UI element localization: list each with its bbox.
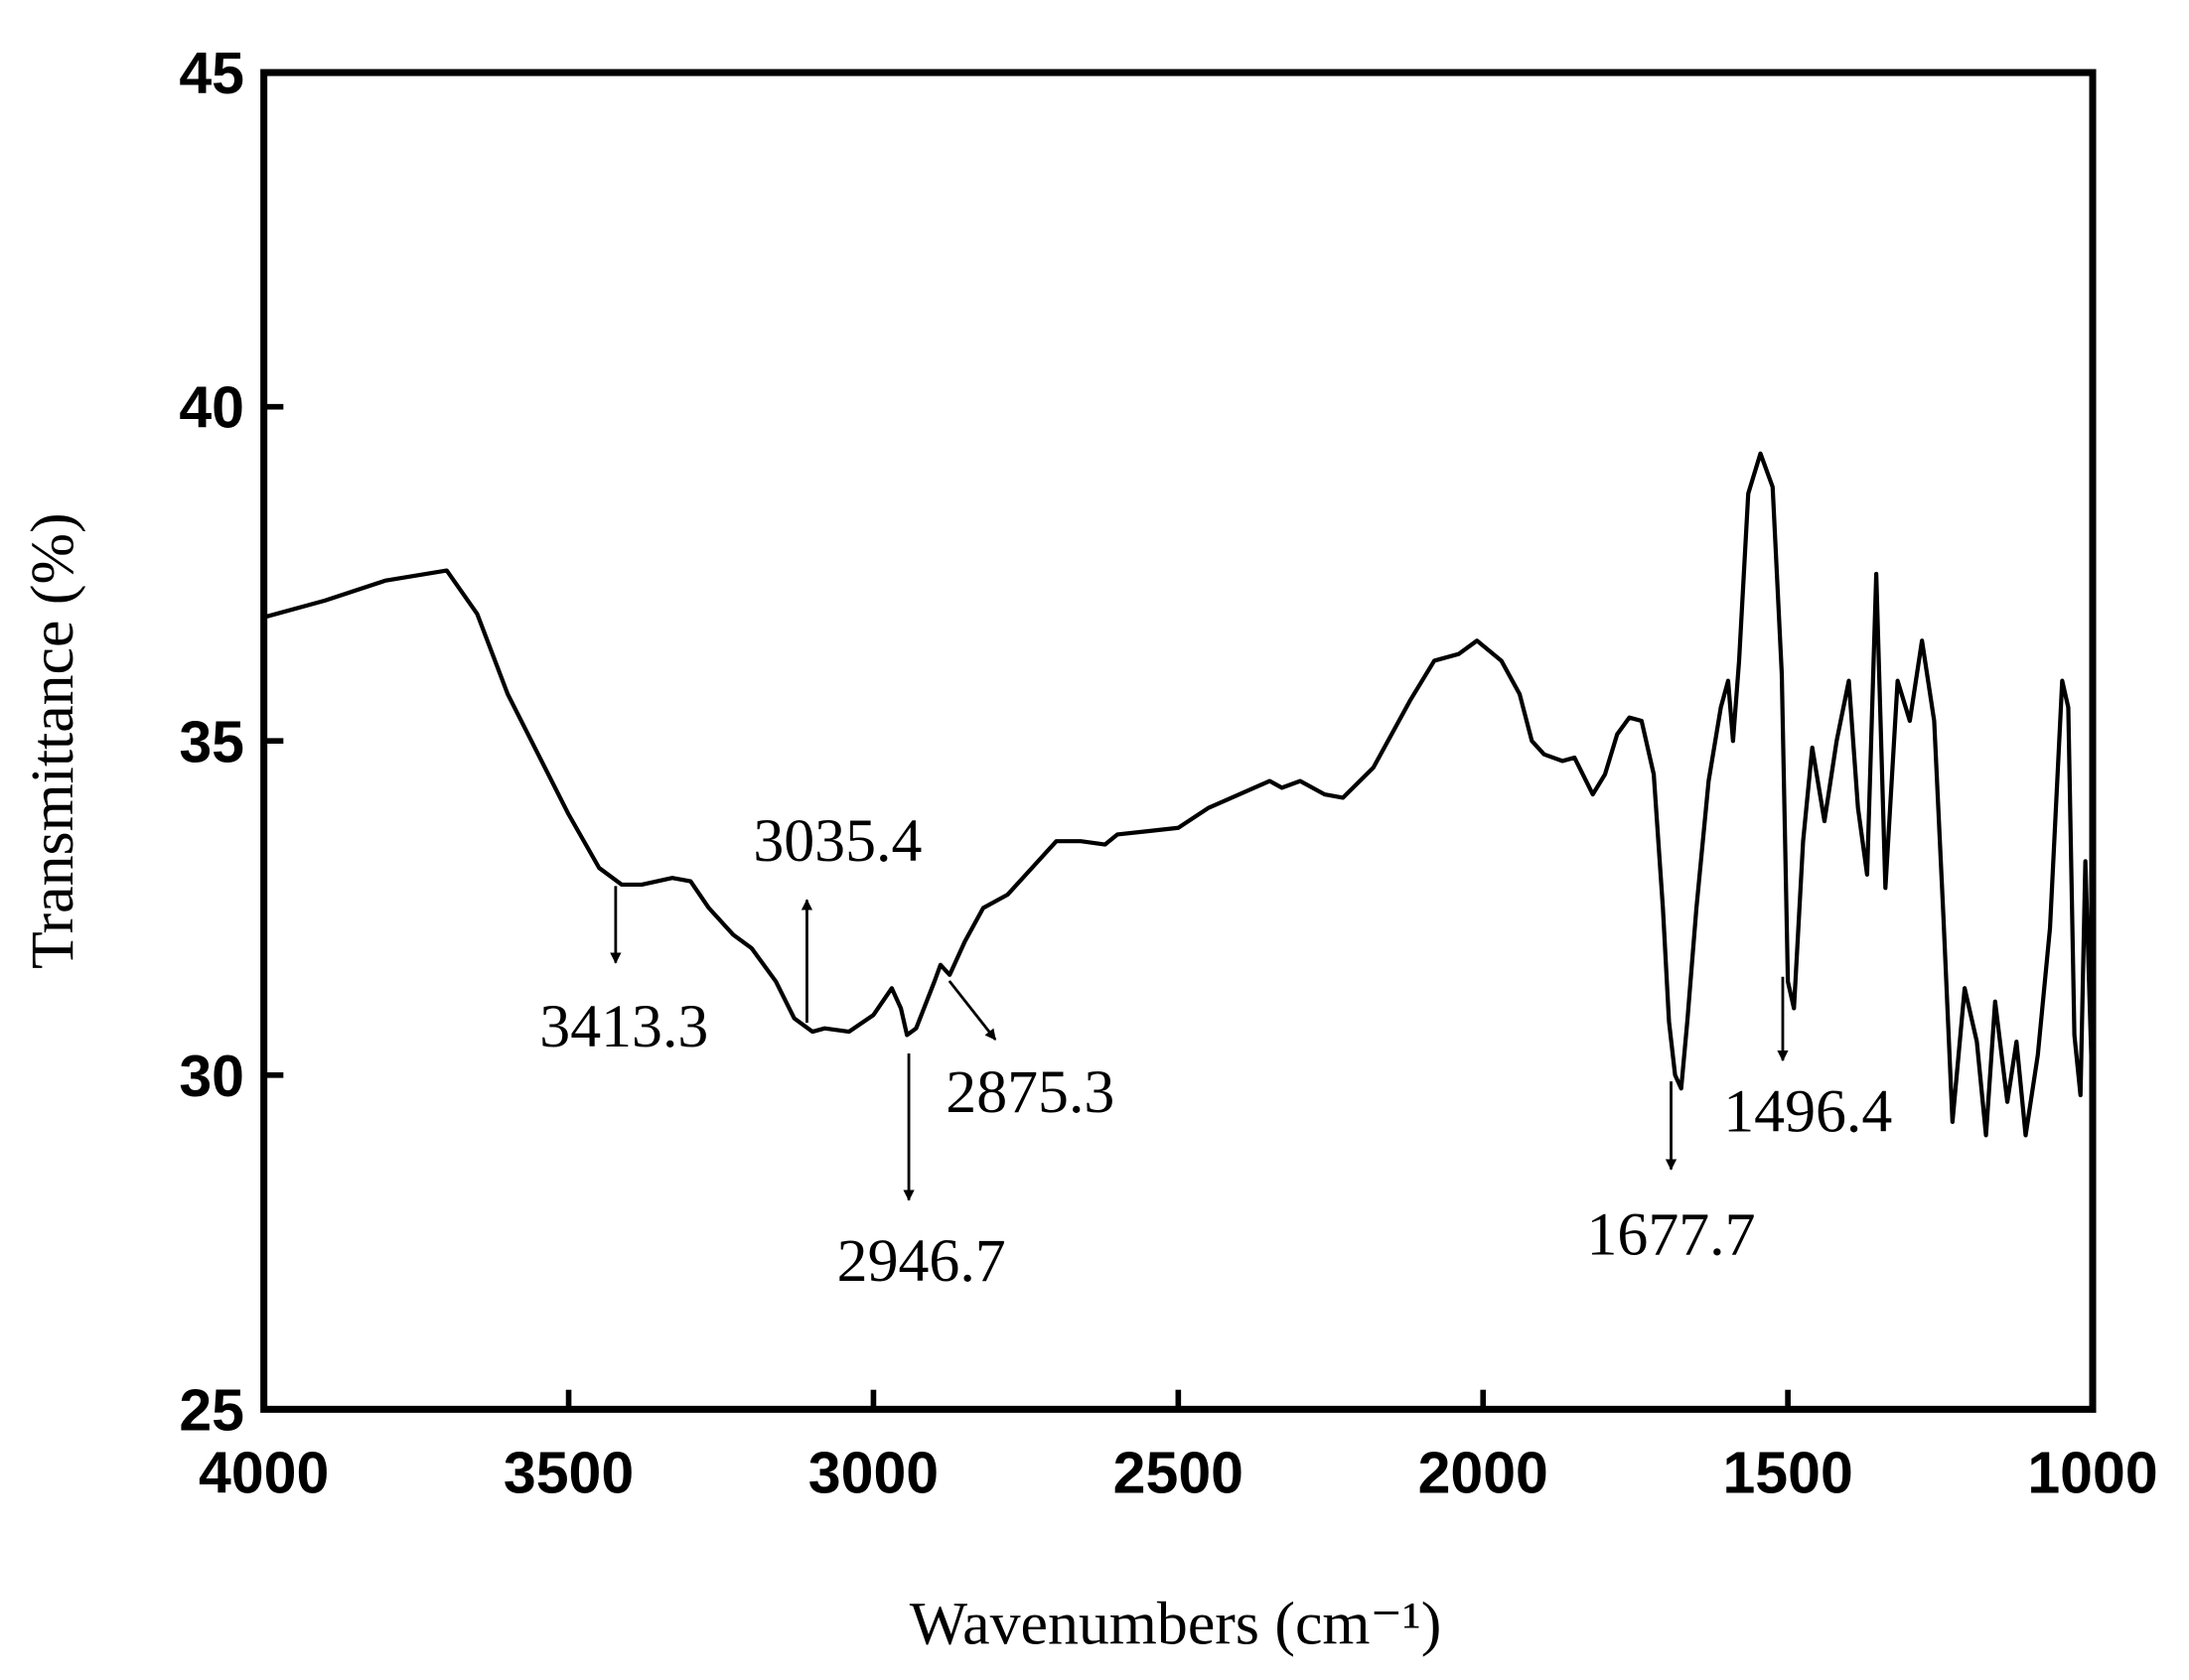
x-tick-label: 4000 [199, 1441, 329, 1506]
y-axis-label: Transmittance (%) [19, 512, 86, 969]
x-tick-label: 1000 [2027, 1441, 2157, 1506]
annotation-label: 2875.3 [946, 1058, 1114, 1126]
y-tick-label: 25 [179, 1377, 244, 1443]
x-tick-label: 1500 [1722, 1441, 1852, 1506]
x-axis-label: Wavenumbers (cm⁻¹) [910, 1590, 1442, 1657]
y-tick-label: 35 [179, 709, 244, 774]
y-tick-label: 40 [179, 375, 244, 441]
annotation-arrow [948, 980, 997, 1041]
annotation-label: 1677.7 [1586, 1200, 1755, 1268]
annotation-label: 1496.4 [1723, 1078, 1892, 1146]
y-tick-label: 45 [179, 41, 244, 106]
annotation-label: 2946.7 [837, 1227, 1006, 1295]
x-tick-label: 3000 [808, 1441, 939, 1506]
annotation-label: 3413.3 [539, 993, 708, 1060]
annotation-label: 3035.4 [753, 807, 922, 875]
x-tick-label: 2000 [1418, 1441, 1548, 1506]
x-tick-label: 3500 [504, 1441, 634, 1506]
spectrum-line [263, 451, 2096, 1138]
y-tick-label: 30 [179, 1044, 244, 1109]
x-tick-label: 2500 [1113, 1441, 1243, 1506]
plot-frame [260, 69, 2097, 1413]
